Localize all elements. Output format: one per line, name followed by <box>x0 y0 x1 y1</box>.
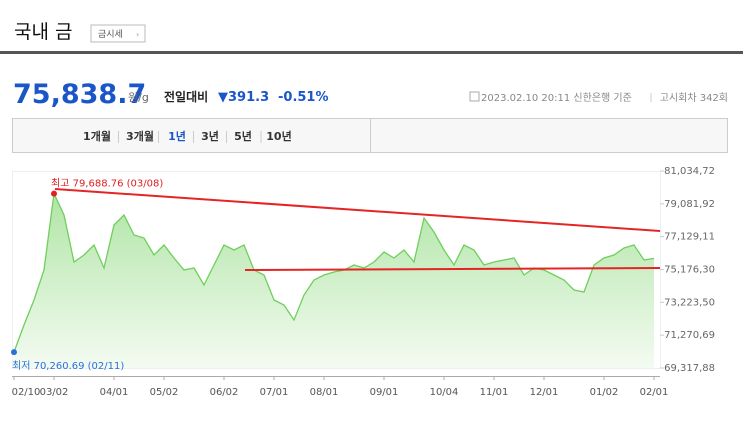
change-label: 전일대비 <box>164 89 208 104</box>
annotation: 최저 70,260.69 (02/11) <box>12 360 124 372</box>
extreme-dot <box>51 190 57 197</box>
x-tick-label: 03/02 <box>40 387 69 398</box>
button-arrow: › <box>136 30 139 39</box>
y-tick-label: 79,081,92 <box>664 199 715 210</box>
x-tick-label: 05/02 <box>150 387 179 398</box>
x-tick-label: 08/01 <box>310 387 339 398</box>
x-tick-label: 02/10 <box>12 387 41 398</box>
title: 국내 금 <box>14 21 72 43</box>
x-tick-label: 04/01 <box>100 387 129 398</box>
source: 2023.02.10 20:11 신한은행 기준 <box>481 92 632 104</box>
x-tick-label: 02/01 <box>640 387 669 398</box>
y-tick-label: 77,129,11 <box>664 232 715 243</box>
trend-line <box>54 188 661 232</box>
annotation: 최고 79,688.76 (03/08) <box>51 178 163 190</box>
tab[interactable]: 5년 <box>234 129 252 143</box>
tab[interactable]: 3년 <box>201 129 219 143</box>
button[interactable]: 금시세 <box>98 29 123 40</box>
y-tick-label: 69,317,88 <box>664 363 715 374</box>
y-tick-label: 71,270,69 <box>664 330 715 341</box>
unit: 원/g <box>128 91 149 104</box>
round: 고시회차 342회 <box>660 92 728 104</box>
y-tick-label: 81,034,72 <box>664 166 715 177</box>
price: 75,838.7 <box>13 79 146 110</box>
extreme-dot <box>11 349 17 356</box>
x-tick-label: 10/04 <box>430 387 459 398</box>
tab[interactable]: 10년 <box>266 129 291 143</box>
y-tick-label: 73,223,50 <box>664 297 715 308</box>
clock-icon <box>469 91 480 102</box>
x-tick-label: 01/02 <box>590 387 619 398</box>
x-tick-label: 12/01 <box>530 387 559 398</box>
x-tick-label: 11/01 <box>480 387 509 398</box>
x-tick-label: 07/01 <box>260 387 289 398</box>
area-fill <box>14 193 654 368</box>
rule <box>0 51 743 54</box>
x-tick-label: 06/02 <box>210 387 239 398</box>
x-tick-label: 09/01 <box>370 387 399 398</box>
y-tick-label: 75,176,30 <box>664 265 715 276</box>
change-rate: -0.51% <box>278 90 329 105</box>
tab[interactable]: 3개월 <box>126 129 154 143</box>
tab[interactable]: 1개월 <box>83 129 111 143</box>
plot: 69,317,88 71,270,69 73,223,50 75,176,30 77,1… <box>11 166 715 398</box>
price-line <box>13 191 655 353</box>
trend-line <box>244 267 661 271</box>
tabs: 1개월 3개월 1년 3년 5년 10년 <box>83 129 292 143</box>
button-box[interactable] <box>90 24 146 43</box>
change: ▼391.3 <box>218 90 269 105</box>
tab[interactable]: 1년 <box>168 129 186 143</box>
